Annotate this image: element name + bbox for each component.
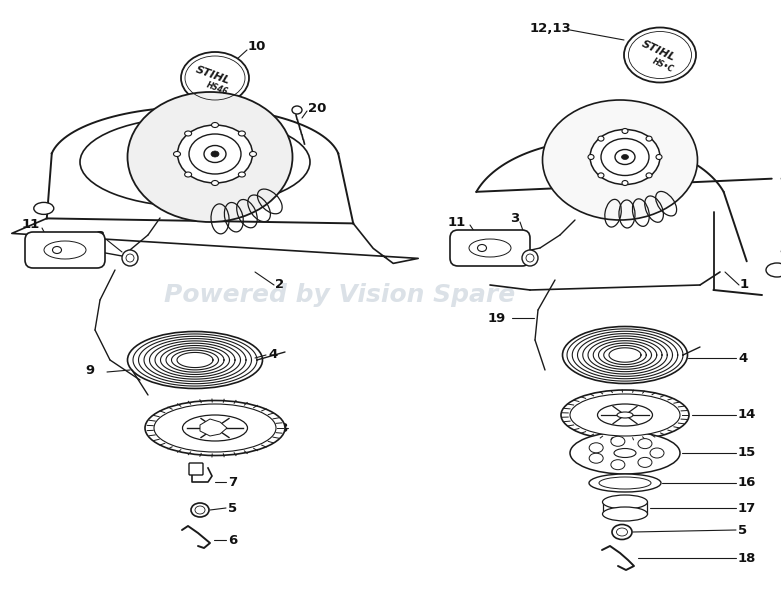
Ellipse shape <box>80 117 310 207</box>
Text: 19: 19 <box>488 311 506 324</box>
Text: STIHL: STIHL <box>640 39 676 63</box>
Ellipse shape <box>656 154 662 160</box>
Ellipse shape <box>599 477 651 489</box>
Ellipse shape <box>766 263 781 277</box>
Ellipse shape <box>570 432 680 474</box>
Ellipse shape <box>206 425 224 431</box>
Ellipse shape <box>617 412 633 418</box>
Ellipse shape <box>612 525 632 539</box>
Ellipse shape <box>638 438 652 448</box>
Ellipse shape <box>646 173 652 178</box>
Text: 11: 11 <box>448 216 466 229</box>
Ellipse shape <box>173 151 180 156</box>
Ellipse shape <box>638 457 652 467</box>
Ellipse shape <box>184 131 191 136</box>
Ellipse shape <box>183 415 248 441</box>
Ellipse shape <box>598 173 604 178</box>
Ellipse shape <box>588 154 594 160</box>
Text: 15: 15 <box>738 447 756 460</box>
Ellipse shape <box>616 528 627 536</box>
Text: 4: 4 <box>738 352 747 365</box>
Text: Powered by Vision Spare: Powered by Vision Spare <box>164 283 515 307</box>
Text: 4: 4 <box>268 349 277 362</box>
Ellipse shape <box>624 27 696 83</box>
Ellipse shape <box>561 390 689 440</box>
Ellipse shape <box>52 247 62 254</box>
Ellipse shape <box>177 125 252 183</box>
FancyBboxPatch shape <box>189 463 203 475</box>
Ellipse shape <box>238 172 245 177</box>
Text: 7: 7 <box>228 476 237 488</box>
Text: 9: 9 <box>85 364 95 377</box>
Text: 3: 3 <box>95 230 104 244</box>
Ellipse shape <box>212 122 219 128</box>
Ellipse shape <box>622 128 628 134</box>
Text: HS46: HS46 <box>205 80 229 96</box>
Ellipse shape <box>622 154 629 160</box>
Text: STIHL: STIHL <box>194 64 232 86</box>
Ellipse shape <box>195 506 205 514</box>
Ellipse shape <box>249 151 256 156</box>
Ellipse shape <box>34 203 54 214</box>
Ellipse shape <box>127 92 293 222</box>
Text: 18: 18 <box>738 551 756 564</box>
Ellipse shape <box>590 129 660 185</box>
Ellipse shape <box>589 453 603 463</box>
Ellipse shape <box>570 394 680 436</box>
Ellipse shape <box>615 150 635 165</box>
Text: 5: 5 <box>228 501 237 514</box>
Text: 17: 17 <box>738 501 756 514</box>
Text: 1: 1 <box>740 279 749 292</box>
Ellipse shape <box>602 495 647 509</box>
Text: 16: 16 <box>738 476 756 489</box>
Ellipse shape <box>601 138 649 175</box>
Text: 5: 5 <box>738 523 747 536</box>
Text: 11: 11 <box>22 219 41 232</box>
Circle shape <box>122 250 138 266</box>
Text: 8: 8 <box>278 422 287 434</box>
Text: 2: 2 <box>275 279 284 292</box>
Ellipse shape <box>292 106 302 114</box>
Text: 10: 10 <box>248 40 266 53</box>
Ellipse shape <box>184 172 191 177</box>
Ellipse shape <box>477 245 487 251</box>
Ellipse shape <box>212 181 219 185</box>
Ellipse shape <box>191 503 209 517</box>
Ellipse shape <box>650 448 664 458</box>
Text: 20: 20 <box>308 102 326 115</box>
FancyBboxPatch shape <box>25 232 105 268</box>
Text: 12,13: 12,13 <box>530 21 572 34</box>
Ellipse shape <box>589 443 603 453</box>
Ellipse shape <box>211 151 219 157</box>
Circle shape <box>522 250 538 266</box>
Ellipse shape <box>598 136 604 141</box>
Ellipse shape <box>189 134 241 174</box>
Ellipse shape <box>154 404 276 452</box>
Ellipse shape <box>611 460 625 470</box>
Ellipse shape <box>238 131 245 136</box>
Ellipse shape <box>589 474 661 492</box>
Ellipse shape <box>614 448 636 457</box>
Ellipse shape <box>622 181 628 185</box>
Ellipse shape <box>597 404 652 426</box>
Polygon shape <box>200 419 227 436</box>
Ellipse shape <box>543 100 697 220</box>
Text: HS•C: HS•C <box>651 56 675 74</box>
Text: 6: 6 <box>228 533 237 546</box>
Text: 3: 3 <box>510 211 519 225</box>
Ellipse shape <box>145 400 285 456</box>
Ellipse shape <box>611 437 625 446</box>
Text: 14: 14 <box>738 409 756 422</box>
Ellipse shape <box>646 136 652 141</box>
Ellipse shape <box>602 507 647 521</box>
Ellipse shape <box>181 52 249 104</box>
Ellipse shape <box>204 146 226 163</box>
FancyBboxPatch shape <box>450 230 530 266</box>
